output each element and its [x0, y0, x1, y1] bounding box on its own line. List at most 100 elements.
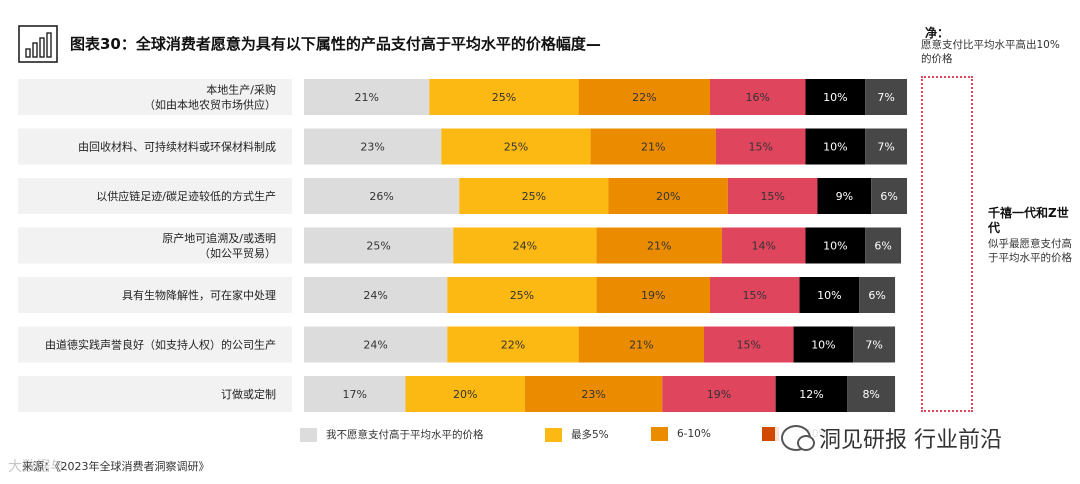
bar-segment	[709, 79, 806, 115]
bar-segment	[441, 128, 591, 165]
bar-data-label: 6%	[868, 289, 885, 302]
bar-data-label: 15%	[749, 141, 773, 154]
bar-data-label: 26%	[369, 190, 393, 203]
bar-data-label: 21%	[629, 339, 653, 352]
bar-data-label: 25%	[504, 141, 528, 154]
bar-data-label: 21%	[641, 141, 665, 154]
bar-segment	[865, 79, 907, 115]
bar-segment	[447, 277, 597, 313]
bar-segment	[799, 277, 860, 313]
bar-data-label: 16%	[746, 91, 770, 104]
category-label-bg	[18, 178, 292, 214]
category-label: 原产地可追溯及/或透明（如公平贸易）	[162, 231, 276, 260]
bar-segment	[304, 128, 442, 165]
bar-segment	[453, 227, 597, 264]
bar-data-label: 21%	[354, 91, 378, 104]
bar-segment	[304, 79, 430, 115]
legend-item: 6-10%	[651, 427, 711, 441]
bar-data-label: 14%	[751, 240, 775, 253]
bar-data-label: 12%	[799, 388, 823, 401]
bar-data-label: 24%	[363, 289, 387, 302]
legend-label: 我不愿意支付高于平均水平的价格	[326, 429, 484, 441]
bar-data-label: 17%	[343, 388, 367, 401]
category-label: 本地生产/采购（如由本地农贸市场供应）	[144, 83, 276, 112]
bar-data-label: 15%	[743, 289, 767, 302]
category-label-bg	[18, 326, 292, 363]
bar-data-label: 22%	[632, 91, 656, 104]
category-label: 订做或定制	[221, 387, 276, 401]
bar-segment	[304, 326, 448, 363]
bar-data-label: 25%	[510, 289, 534, 302]
category-label-bg	[18, 376, 292, 412]
bar-segment	[817, 178, 872, 214]
bar-segment	[775, 376, 848, 412]
bar-data-label: 15%	[760, 190, 784, 203]
bar-data-label: 24%	[513, 240, 537, 253]
bar-data-label: 7%	[877, 141, 894, 154]
legend-item: 最多5%	[545, 427, 609, 442]
bar-segment	[447, 326, 579, 363]
bar-segment	[865, 128, 907, 165]
bar-segment	[578, 326, 705, 363]
bar-data-label: 25%	[492, 91, 516, 104]
chart-title: 图表30：全球消费者愿意为具有以下属性的产品支付高于平均水平的价格幅度—	[70, 35, 601, 53]
bar-data-label: 23%	[581, 388, 605, 401]
bar-data-label: 10%	[811, 339, 835, 352]
bar-data-label: 10%	[823, 91, 847, 104]
bar-data-label: 19%	[707, 388, 731, 401]
watermark-right-text: 洞见研报 行业前沿	[819, 428, 1002, 453]
bar-segment	[459, 178, 609, 214]
bar-data-label: 6%	[880, 190, 897, 203]
bar-data-label: 15%	[737, 339, 761, 352]
legend-swatch	[300, 427, 317, 442]
bar-data-label: 20%	[656, 190, 680, 203]
generation-title: 千禧一代和Z世代	[988, 206, 1069, 235]
watermark-left: 大数据与…	[8, 459, 78, 475]
bar-segment	[304, 277, 448, 313]
category-label-bg	[18, 79, 292, 115]
bar-data-label: 9%	[836, 190, 853, 203]
bar-data-label: 24%	[363, 339, 387, 352]
category-label-bg	[18, 227, 292, 264]
bar-segment	[596, 227, 722, 264]
watermark-right: 洞见研报 行业前沿	[775, 422, 1008, 454]
bar-segment	[865, 227, 902, 264]
bar-segment	[709, 277, 800, 313]
legend-swatch	[545, 427, 562, 442]
bar-segment	[727, 178, 818, 214]
bar-segment	[590, 128, 716, 165]
bar-data-label: 7%	[877, 91, 894, 104]
bar-data-label: 19%	[641, 289, 665, 302]
generation-description: 似乎最愿意支付高于平均水平的价格	[988, 238, 1072, 264]
category-label: 具有生物降解性，可在家中处理	[122, 288, 276, 302]
bar-data-label: 25%	[366, 240, 390, 253]
legend-swatch	[651, 427, 668, 441]
bar-data-label: 21%	[647, 240, 671, 253]
bar-segment	[662, 376, 776, 412]
bar-segment	[805, 227, 866, 264]
bar-segment	[793, 326, 854, 363]
category-label-bg	[18, 277, 292, 313]
bar-data-label: 20%	[453, 388, 477, 401]
bar-data-label: 10%	[823, 240, 847, 253]
bar-segment	[524, 376, 663, 412]
bar-data-label: 23%	[360, 141, 384, 154]
bar-segment	[805, 128, 866, 165]
bar-segment	[429, 79, 579, 115]
bar-segment	[859, 277, 896, 313]
bar-data-label: 6%	[874, 240, 891, 253]
category-label: 以供应链足迹/碳足迹较低的方式生产	[96, 189, 276, 203]
bar-segment	[805, 79, 866, 115]
chart-icon	[18, 25, 58, 63]
stacked-bar-chart: 本地生产/采购（如由本地农贸市场供应）21%25%22%16%10%7%47%由…	[18, 79, 907, 412]
bar-data-label: 10%	[817, 289, 841, 302]
category-label-bg	[18, 128, 292, 165]
bar-segment	[715, 128, 806, 165]
bar-segment	[608, 178, 728, 214]
bar-data-label: 8%	[862, 388, 879, 401]
wechat-icon	[781, 425, 815, 451]
bar-segment	[304, 178, 460, 214]
bar-segment	[304, 227, 454, 264]
category-label: 由道德实践声誉良好（如支持人权）的公司生产	[45, 338, 276, 352]
bar-segment	[405, 376, 525, 412]
